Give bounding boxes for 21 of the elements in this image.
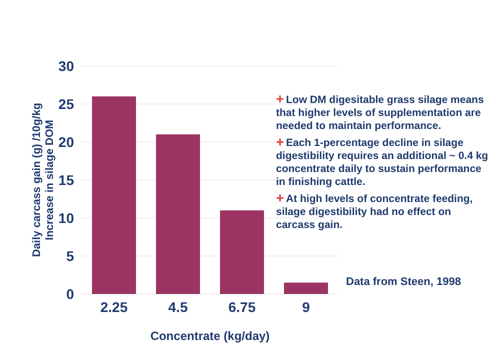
text: Data from Steen, 1998 (346, 276, 461, 288)
bar (92, 96, 136, 294)
y-tick-label: 10 (58, 210, 74, 226)
x-axis-title: Concentrate (kg/day) (150, 329, 270, 343)
annotation: Low DM digesitable grass silage means that higher levels of supplementation are needed to maintain performance. (276, 94, 485, 133)
annotation: Each 1-percentage decline in silage digestibility requires an additional ~ 0.4 kg concentrate daily to sustain performance in finishing cattle. (276, 137, 490, 189)
y-axis-title: Daily carcass gain (g) /10g/kg Increase in silage DOM (31, 102, 56, 258)
y-tick-label: 25 (58, 96, 74, 112)
bar (220, 210, 264, 294)
x-tick-label: 2.25 (100, 298, 128, 315)
y-tick-label: 5 (66, 248, 74, 264)
bar (156, 134, 200, 294)
y-tick-label: 20 (58, 134, 74, 150)
x-tick-label: 9 (302, 298, 310, 315)
y-tick-label: 0 (66, 286, 74, 302)
bar (284, 282, 328, 294)
annotation: At high levels of concentrate feeding, silage digestibility had no effect on carcass gain. (276, 193, 474, 232)
y-tick-label: 15 (58, 172, 74, 188)
x-tick-label: 6.75 (228, 298, 256, 315)
y-tick-label: 30 (58, 58, 74, 74)
x-tick-label: 4.5 (168, 298, 188, 315)
